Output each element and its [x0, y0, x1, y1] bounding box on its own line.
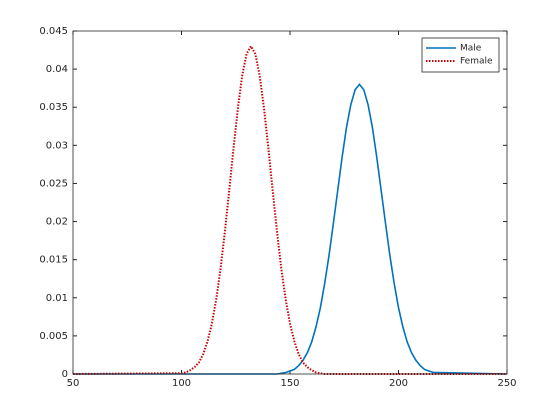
y-tick-label: 0.02: [46, 217, 68, 228]
legend-label: Male: [460, 44, 482, 54]
legend-box: [421, 37, 500, 73]
x-tick-label: 150: [280, 378, 299, 389]
y-tick-label: 0.03: [46, 140, 68, 151]
x-tick-label: 250: [497, 378, 516, 389]
y-tick-label: 0.005: [39, 331, 68, 342]
axes-box: [72, 30, 508, 375]
y-tick-label: 0.045: [39, 26, 68, 37]
plot-area: [73, 31, 507, 374]
x-tick-label: 200: [389, 378, 408, 389]
y-tick-label: 0.015: [39, 255, 68, 266]
y-tick-label: 0.01: [46, 293, 68, 304]
y-tick-label: 0: [62, 369, 68, 380]
x-tick-label: 100: [172, 378, 191, 389]
y-tick-label: 0.035: [39, 102, 68, 113]
x-tick-label: 50: [67, 378, 80, 389]
y-tick-label: 0.025: [39, 178, 68, 189]
y-tick-label: 0.04: [46, 64, 68, 75]
legend-label: Female: [460, 57, 493, 67]
